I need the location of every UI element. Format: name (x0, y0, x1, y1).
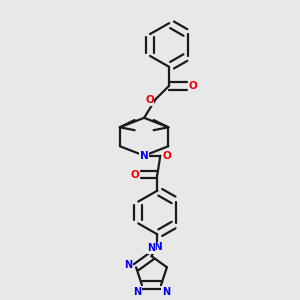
Text: O: O (189, 81, 198, 91)
Text: N: N (162, 287, 170, 297)
Text: N: N (133, 287, 141, 297)
Text: O: O (162, 151, 171, 161)
Text: N: N (154, 242, 163, 252)
Text: N: N (147, 243, 155, 253)
Text: O: O (145, 95, 154, 105)
Text: O: O (130, 169, 139, 180)
Text: N: N (124, 260, 132, 270)
Text: N: N (140, 151, 148, 161)
